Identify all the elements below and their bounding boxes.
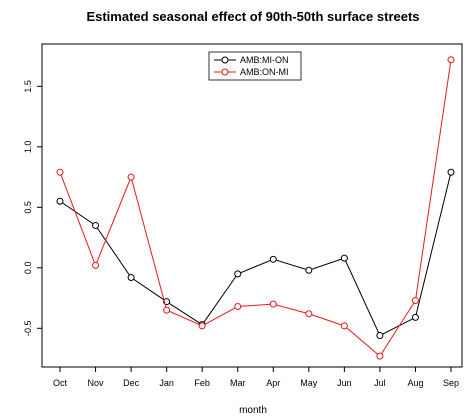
data-point <box>127 173 135 181</box>
x-tick-label: Oct <box>53 378 68 388</box>
data-point <box>376 332 384 340</box>
data-point <box>198 322 206 330</box>
series-line <box>59 59 452 357</box>
x-axis-label: month <box>239 405 267 416</box>
series-amb-on-mi <box>56 56 455 360</box>
legend-marker <box>221 68 229 76</box>
data-point <box>56 168 64 176</box>
data-point <box>447 168 455 176</box>
chart-title: Estimated seasonal effect of 90th-50th s… <box>86 9 419 24</box>
x-tick-label: Sep <box>443 378 459 388</box>
x-tick-label: Mar <box>230 378 246 388</box>
data-point <box>269 255 277 263</box>
x-tick-label: Aug <box>407 378 423 388</box>
series-line <box>59 172 452 337</box>
series-layer <box>56 56 455 360</box>
data-point <box>234 303 242 311</box>
data-point <box>92 221 100 229</box>
x-tick-label: Dec <box>123 378 140 388</box>
data-point <box>92 261 100 269</box>
data-point <box>305 310 313 318</box>
data-point <box>411 313 419 321</box>
x-tick-label: Nov <box>88 378 105 388</box>
y-tick-label: 0.0 <box>23 262 33 275</box>
data-point <box>376 352 384 360</box>
y-tick-label: 1.0 <box>23 141 33 154</box>
x-tick-label: Apr <box>266 378 280 388</box>
series-amb-mi-on <box>56 168 455 340</box>
data-point <box>56 197 64 205</box>
x-tick-label: Jul <box>374 378 386 388</box>
data-point <box>340 254 348 262</box>
data-point <box>340 322 348 330</box>
legend-label: AMB:ON-MI <box>240 67 289 77</box>
y-tick-label: -0.5 <box>23 321 33 337</box>
data-point <box>305 266 313 274</box>
legend-marker <box>221 56 229 64</box>
x-tick-label: Jan <box>159 378 174 388</box>
x-tick-label: Jun <box>337 378 352 388</box>
x-tick-label: Feb <box>194 378 210 388</box>
data-point <box>127 273 135 281</box>
plot-frame <box>41 43 463 368</box>
y-tick-label: 0.5 <box>23 201 33 214</box>
x-axis: Oct Nov Dec Jan Feb Mar Apr May Jun Jul Aug Sep <box>53 367 459 388</box>
y-axis: -0.5 0.0 0.5 1.0 1.5 <box>23 80 42 336</box>
legend-label: AMB:MI-ON <box>240 55 289 65</box>
y-tick-label: 1.5 <box>23 80 33 93</box>
data-point <box>163 306 171 314</box>
data-point <box>234 270 242 278</box>
x-tick-label: May <box>300 378 318 388</box>
data-point <box>447 56 455 64</box>
data-point <box>411 296 419 304</box>
legend: AMB:MI-ON AMB:ON-MI <box>208 51 302 81</box>
data-point <box>269 300 277 308</box>
